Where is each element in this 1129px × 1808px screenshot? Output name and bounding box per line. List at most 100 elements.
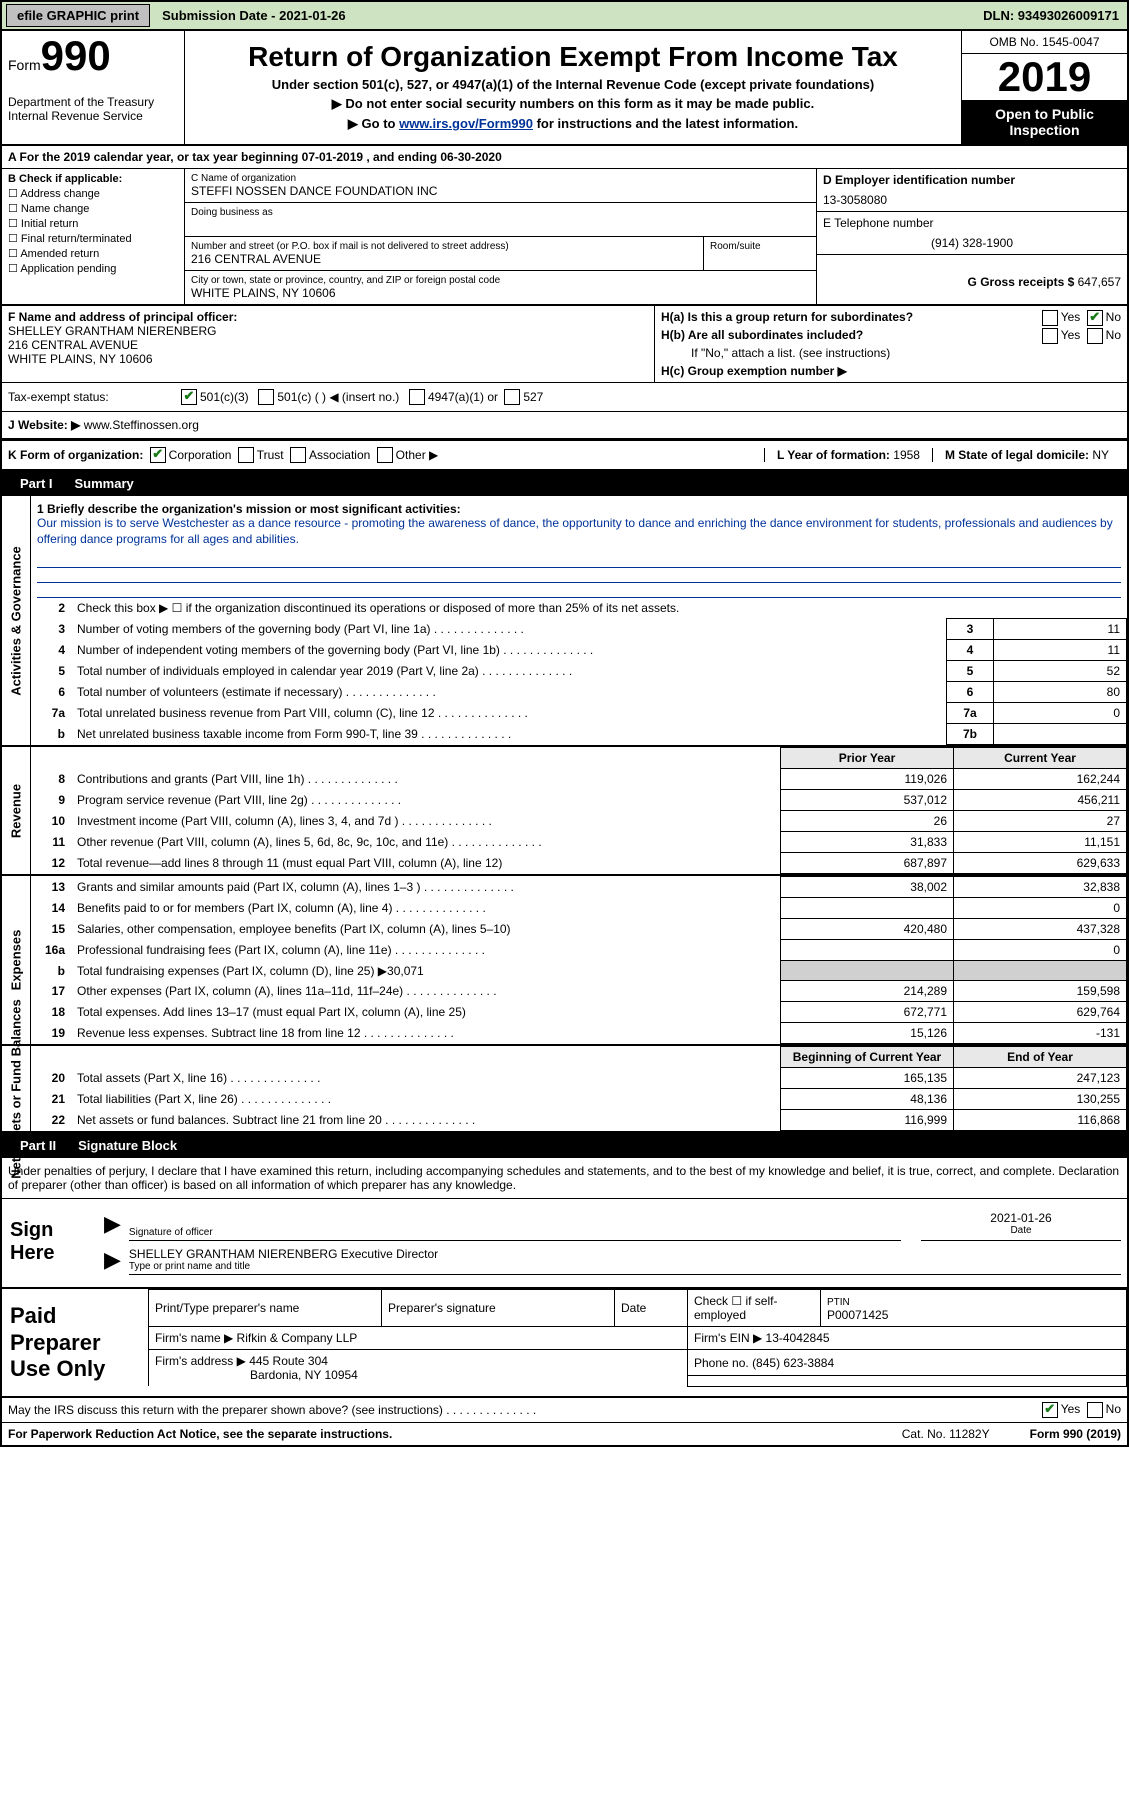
- website-value: www.Steffinossen.org: [84, 418, 199, 432]
- header-left: Form 990 Department of the Treasury Inte…: [2, 31, 185, 144]
- ein-value: 13-3058080: [823, 187, 1121, 207]
- line-10-desc: Investment income (Part VIII, column (A)…: [71, 811, 781, 832]
- chk-4947[interactable]: [409, 389, 425, 405]
- line-15-desc: Salaries, other compensation, employee b…: [71, 919, 781, 940]
- submission-date: Submission Date - 2021-01-26: [154, 5, 354, 26]
- org-name: STEFFI NOSSEN DANCE FOUNDATION INC: [191, 184, 810, 198]
- k-org-row: K Form of organization: ✔ Corporation Tr…: [2, 440, 1127, 471]
- revenue-table: Prior YearCurrent Year 8Contributions an…: [31, 747, 1127, 874]
- cat-no: Cat. No. 11282Y: [902, 1427, 990, 1441]
- sign-here-label: Sign Here: [2, 1199, 98, 1287]
- subtitle-1: Under section 501(c), 527, or 4947(a)(1)…: [195, 77, 951, 92]
- line-12-desc: Total revenue—add lines 8 through 11 (mu…: [71, 853, 781, 874]
- ein-label: D Employer identification number: [823, 173, 1121, 187]
- line-3-val: 11: [994, 619, 1127, 640]
- chk-trust[interactable]: [238, 447, 254, 463]
- part-2-header: Part II Signature Block: [2, 1133, 1127, 1158]
- hb-note: If "No," attach a list. (see instruction…: [661, 346, 1121, 360]
- line-18-desc: Total expenses. Add lines 13–17 (must eq…: [71, 1002, 781, 1023]
- beginning-year-hdr: Beginning of Current Year: [781, 1047, 954, 1068]
- section-h: H(a) Is this a group return for subordin…: [655, 306, 1127, 382]
- part-1-title: Summary: [75, 476, 134, 491]
- sign-date-label: Date: [921, 1225, 1121, 1236]
- form-title: Return of Organization Exempt From Incom…: [195, 41, 951, 73]
- omb-number: OMB No. 1545-0047: [962, 31, 1127, 54]
- firm-name: Firm's name ▶ Rifkin & Company LLP: [149, 1327, 688, 1350]
- part-1-header: Part I Summary: [2, 471, 1127, 496]
- chk-501c[interactable]: [258, 389, 274, 405]
- chk-initial-return[interactable]: ☐ Initial return: [8, 217, 178, 230]
- line-7b-val: [994, 724, 1127, 745]
- chk-association[interactable]: [290, 447, 306, 463]
- chk-other[interactable]: [377, 447, 393, 463]
- pra-notice: For Paperwork Reduction Act Notice, see …: [8, 1427, 392, 1441]
- gross-receipts-value: 647,657: [1078, 275, 1121, 289]
- revenue-section: Revenue Prior YearCurrent Year 8Contribu…: [2, 747, 1127, 876]
- chk-address-change[interactable]: ☐ Address change: [8, 187, 178, 200]
- line-22-desc: Net assets or fund balances. Subtract li…: [71, 1110, 781, 1131]
- org-name-label: C Name of organization: [191, 173, 810, 184]
- officer-sig-label: Signature of officer: [129, 1227, 901, 1238]
- chk-application-pending[interactable]: ☐ Application pending: [8, 262, 178, 275]
- dln: DLN: 93493026009171: [975, 5, 1127, 26]
- exempt-label: Tax-exempt status:: [8, 390, 178, 404]
- hb-label: H(b) Are all subordinates included?: [661, 328, 863, 342]
- irs-link[interactable]: www.irs.gov/Form990: [399, 116, 533, 131]
- chk-final-return[interactable]: ☐ Final return/terminated: [8, 232, 178, 245]
- end-year-hdr: End of Year: [954, 1047, 1127, 1068]
- chk-amended-return[interactable]: ☐ Amended return: [8, 247, 178, 260]
- sign-here-block: Sign Here ▶ Signature of officer 2021-01…: [2, 1199, 1127, 1289]
- line-4-val: 11: [994, 640, 1127, 661]
- principal-officer-name: SHELLEY GRANTHAM NIERENBERG: [8, 324, 217, 338]
- hb-yes[interactable]: [1042, 328, 1058, 344]
- chk-corporation[interactable]: ✔: [150, 447, 166, 463]
- efile-print-button[interactable]: efile GRAPHIC print: [6, 4, 150, 27]
- line-9-desc: Program service revenue (Part VIII, line…: [71, 790, 781, 811]
- year-formation: L Year of formation: 1958: [764, 448, 932, 462]
- prep-date-hdr: Date: [615, 1290, 688, 1327]
- line-19-desc: Revenue less expenses. Subtract line 18 …: [71, 1023, 781, 1044]
- sections-d-e-g: D Employer identification number 13-3058…: [816, 169, 1127, 304]
- line-13-desc: Grants and similar amounts paid (Part IX…: [71, 877, 781, 898]
- department: Department of the Treasury Internal Reve…: [8, 95, 178, 123]
- website-label: J Website: ▶: [8, 418, 80, 432]
- discuss-row: May the IRS discuss this return with the…: [2, 1398, 1127, 1422]
- form-word: Form: [8, 57, 41, 73]
- expenses-section: Expenses 13Grants and similar amounts pa…: [2, 876, 1127, 1046]
- discuss-no[interactable]: [1087, 1402, 1103, 1418]
- line-8-desc: Contributions and grants (Part VIII, lin…: [71, 769, 781, 790]
- chk-527[interactable]: [504, 389, 520, 405]
- line-14-desc: Benefits paid to or for members (Part IX…: [71, 898, 781, 919]
- line-21-desc: Total liabilities (Part X, line 26): [71, 1089, 781, 1110]
- line-6-val: 80: [994, 682, 1127, 703]
- paid-preparer-block: Paid Preparer Use Only Print/Type prepar…: [2, 1289, 1127, 1398]
- ha-no[interactable]: ✔: [1087, 310, 1103, 326]
- officer-name-title-label: Type or print name and title: [129, 1261, 1121, 1272]
- mission-text: Our mission is to serve Westchester as a…: [37, 516, 1121, 547]
- discuss-yes[interactable]: ✔: [1042, 1402, 1058, 1418]
- revenue-label: Revenue: [2, 747, 31, 874]
- city-label: City or town, state or province, country…: [191, 275, 810, 286]
- preparer-table: Print/Type preparer's name Preparer's si…: [148, 1289, 1127, 1387]
- line-7b-desc: Net unrelated business taxable income fr…: [71, 724, 947, 745]
- chk-501c3[interactable]: ✔: [181, 389, 197, 405]
- form-990-page: efile GRAPHIC print Submission Date - 20…: [0, 0, 1129, 1447]
- hb-no[interactable]: [1087, 328, 1103, 344]
- paid-preparer-label: Paid Preparer Use Only: [2, 1289, 148, 1396]
- line-6-desc: Total number of volunteers (estimate if …: [71, 682, 947, 703]
- section-b: B Check if applicable: ☐ Address change …: [2, 169, 185, 304]
- form-number: 990: [41, 35, 111, 77]
- officer-name-title: SHELLEY GRANTHAM NIERENBERG Executive Di…: [129, 1247, 1121, 1261]
- ha-yes[interactable]: [1042, 310, 1058, 326]
- principal-officer-label: F Name and address of principal officer:: [8, 310, 237, 324]
- ha-label: H(a) Is this a group return for subordin…: [661, 310, 913, 324]
- chk-name-change[interactable]: ☐ Name change: [8, 202, 178, 215]
- tax-exempt-row: Tax-exempt status: ✔ 501(c)(3) 501(c) ( …: [2, 382, 1127, 411]
- top-bar: efile GRAPHIC print Submission Date - 20…: [2, 2, 1127, 31]
- principal-officer-city: WHITE PLAINS, NY 10606: [8, 352, 153, 366]
- prep-self-emp: Check ☐ if self-employed: [688, 1290, 821, 1327]
- prep-sig-hdr: Preparer's signature: [382, 1290, 615, 1327]
- k-label: K Form of organization:: [8, 448, 143, 462]
- subtitle-3: ▶ Go to www.irs.gov/Form990 for instruct…: [195, 116, 951, 132]
- sign-date: 2021-01-26: [921, 1211, 1121, 1225]
